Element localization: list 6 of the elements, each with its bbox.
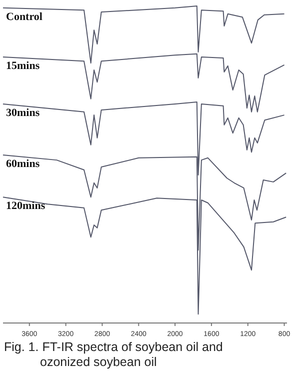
- series-label: 15mins: [6, 60, 40, 72]
- series-label: 60mins: [6, 158, 40, 170]
- caption: Fig. 1. FT-IR spectra of soybean oil and ozonized soybean oil: [4, 340, 223, 369]
- series-label: Control: [6, 10, 42, 23]
- series-label: 120mins: [6, 200, 46, 212]
- series-label: 30mins: [6, 106, 40, 119]
